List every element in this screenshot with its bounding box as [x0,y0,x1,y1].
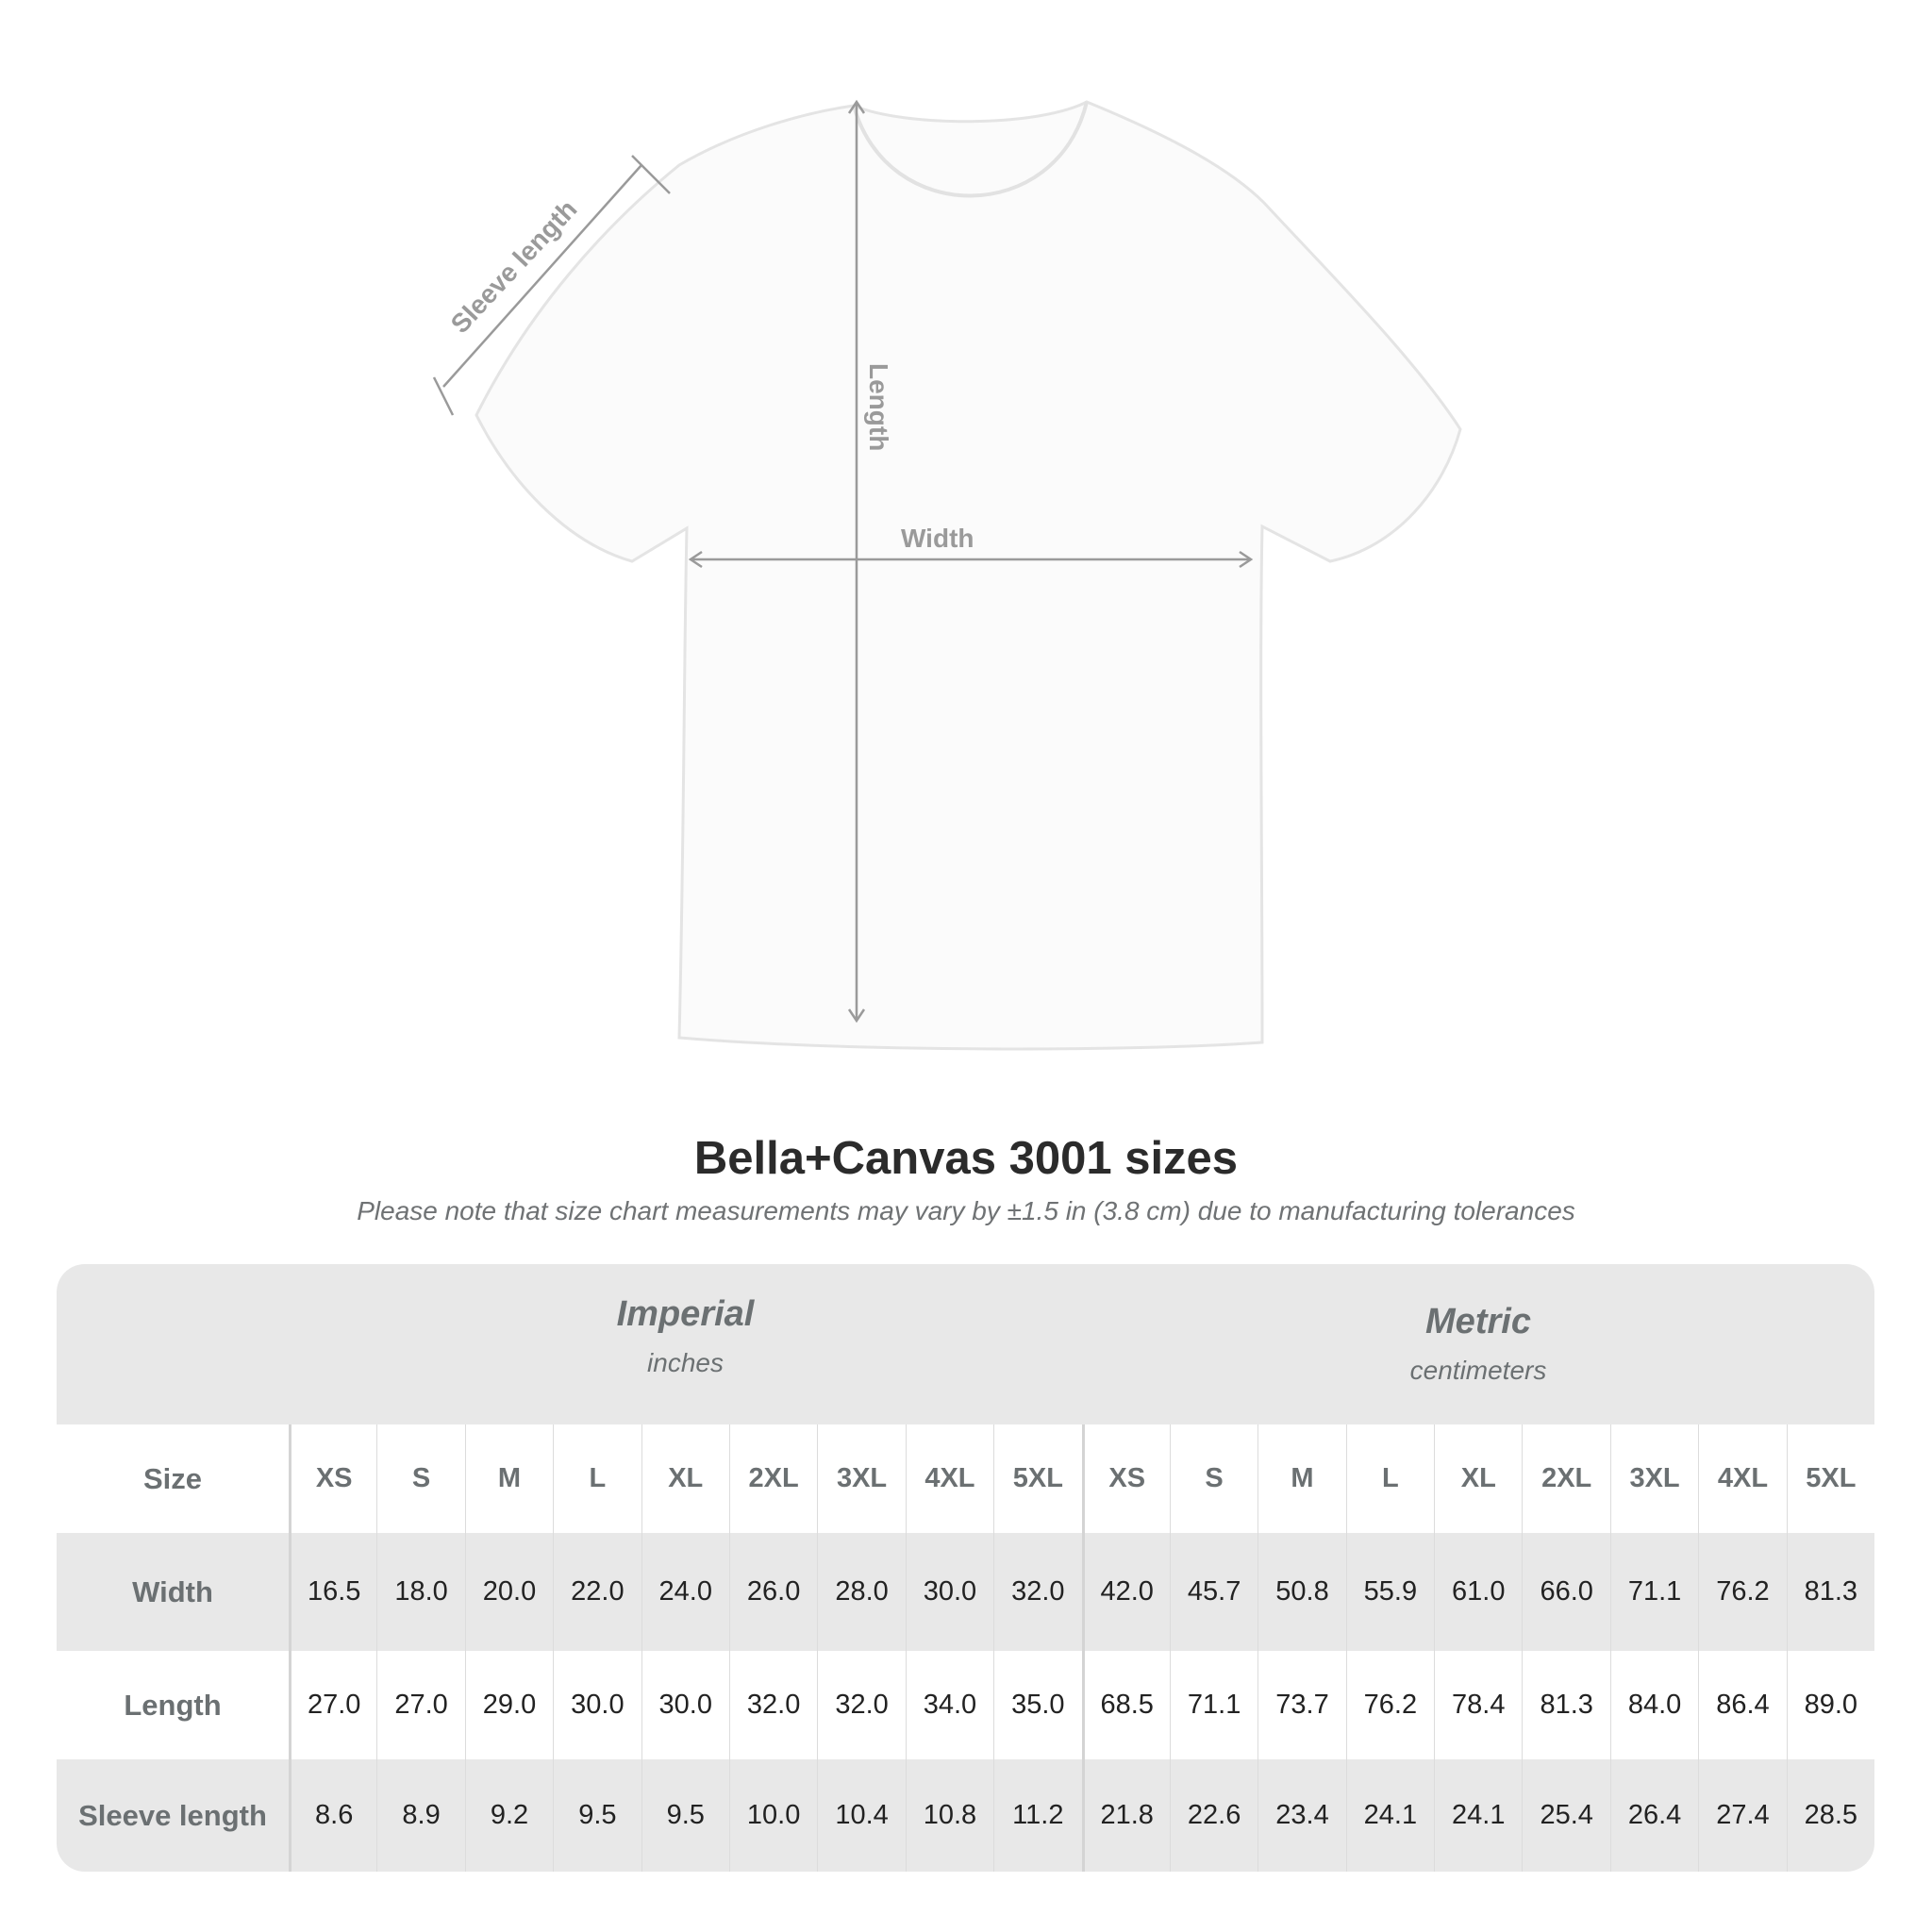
metric-group: Metric centimeters [1082,1302,1874,1386]
cell-imperial: 32.0 [728,1651,817,1759]
cell-metric: 61.0 [1434,1533,1522,1651]
size-header-metric: 5XL [1786,1424,1874,1533]
cell-metric: 23.4 [1257,1759,1345,1872]
cell-imperial: 32.0 [993,1533,1081,1651]
imperial-unit: inches [647,1348,724,1377]
cell-metric: 86.4 [1698,1651,1786,1759]
cell-imperial: 9.5 [553,1759,641,1872]
cell-imperial: 35.0 [993,1651,1081,1759]
cell-metric: 24.1 [1434,1759,1522,1872]
size-header-metric: M [1257,1424,1345,1533]
cell-metric: 24.1 [1345,1759,1434,1872]
cell-imperial: 24.0 [641,1533,729,1651]
page-title: Bella+Canvas 3001 sizes [693,1133,1239,1184]
row-label: Width [132,1574,213,1608]
cell-imperial: 28.0 [817,1533,905,1651]
size-header-imperial: XS [289,1424,376,1533]
cell-imperial: 27.0 [376,1651,464,1759]
tshirt-diagram: Sleeve length Length Width [432,99,1462,1051]
cell-imperial: 9.5 [641,1759,729,1872]
cell-metric: 28.5 [1786,1759,1874,1872]
size-header-metric: XS [1081,1424,1170,1533]
row-label: Size [142,1461,203,1495]
cell-metric: 22.6 [1169,1759,1257,1872]
cell-imperial: 34.0 [905,1651,993,1759]
size-header-imperial: 5XL [993,1424,1081,1533]
table-header: Imperial inches Metric centimeters [57,1264,1874,1424]
cell-metric: 81.3 [1786,1533,1874,1651]
size-header-imperial: M [464,1424,553,1533]
cell-metric: 68.5 [1081,1651,1170,1759]
imperial-title: Imperial [616,1294,755,1334]
size-header-metric: 2XL [1522,1424,1609,1533]
cell-imperial: 26.0 [728,1533,817,1651]
cell-metric: 89.0 [1786,1651,1874,1759]
cell-imperial: 16.5 [289,1533,376,1651]
metric-unit: centimeters [1409,1356,1547,1385]
cell-imperial: 10.4 [817,1759,905,1872]
cell-imperial: 30.0 [905,1533,993,1651]
cell-imperial: 30.0 [641,1651,729,1759]
size-table: Imperial inches Metric centimeters Size X… [57,1264,1874,1872]
size-header-imperial: S [376,1424,464,1533]
cell-imperial: 30.0 [553,1651,641,1759]
collar [852,101,1089,198]
row-label: Sleeve length [78,1798,267,1832]
cell-imperial: 8.9 [376,1759,464,1872]
cell-metric: 73.7 [1257,1651,1345,1759]
cell-imperial: 20.0 [464,1533,553,1651]
imperial-group: Imperial inches [289,1294,1082,1378]
cell-imperial: 32.0 [817,1651,905,1759]
cell-imperial: 11.2 [993,1759,1081,1872]
row-label: Length [124,1688,222,1722]
size-header-metric: 4XL [1698,1424,1786,1533]
cell-metric: 45.7 [1169,1533,1257,1651]
size-header-metric: L [1345,1424,1434,1533]
cell-metric: 76.2 [1698,1533,1786,1651]
cell-metric: 25.4 [1522,1759,1609,1872]
size-header-imperial: XL [641,1424,729,1533]
table-row: Width 16.5 18.0 20.0 22.0 24.0 26.0 28.0 30.0 32.… [57,1533,1874,1651]
cell-metric: 81.3 [1522,1651,1609,1759]
table-row-sizes: Size XS S M L XL 2XL 3XL 4XL 5XL XS S M L XL 2XL 3XL 4XL 5… [57,1424,1874,1533]
cell-imperial: 18.0 [376,1533,464,1651]
cell-imperial: 27.0 [289,1651,376,1759]
cell-metric: 21.8 [1081,1759,1170,1872]
tolerance-note: Please note that size chart measurements… [357,1196,1575,1225]
size-header-imperial: 4XL [905,1424,993,1533]
length-label: Length [864,363,893,451]
width-label: Width [901,524,974,553]
size-header-imperial: L [553,1424,641,1533]
cell-metric: 26.4 [1609,1759,1698,1872]
cell-metric: 71.1 [1169,1651,1257,1759]
table-row: Sleeve length 8.6 8.9 9.2 9.5 9.5 10.0 10.4 10.8… [57,1759,1874,1872]
cell-metric: 84.0 [1609,1651,1698,1759]
cell-metric: 55.9 [1345,1533,1434,1651]
cell-imperial: 22.0 [553,1533,641,1651]
size-header-imperial: 2XL [728,1424,817,1533]
cell-metric: 71.1 [1609,1533,1698,1651]
cell-imperial: 29.0 [464,1651,553,1759]
measure-arrows [432,99,1254,1024]
cell-imperial: 10.0 [728,1759,817,1872]
cell-metric: 42.0 [1081,1533,1170,1651]
size-header-imperial: 3XL [817,1424,905,1533]
table-row: Length 27.0 27.0 29.0 30.0 30.0 32.0 32.0 34.0 35… [57,1651,1874,1759]
metric-title: Metric [1425,1302,1531,1341]
cell-imperial: 10.8 [905,1759,993,1872]
size-header-metric: S [1169,1424,1257,1533]
cell-metric: 27.4 [1698,1759,1786,1872]
cell-imperial: 8.6 [289,1759,376,1872]
cell-metric: 76.2 [1345,1651,1434,1759]
cell-metric: 66.0 [1522,1533,1609,1651]
size-header-metric: 3XL [1609,1424,1698,1533]
cell-imperial: 9.2 [464,1759,553,1872]
cell-metric: 50.8 [1257,1533,1345,1651]
tshirt-image [475,100,1462,1051]
cell-metric: 78.4 [1434,1651,1522,1759]
size-header-metric: XL [1434,1424,1522,1533]
